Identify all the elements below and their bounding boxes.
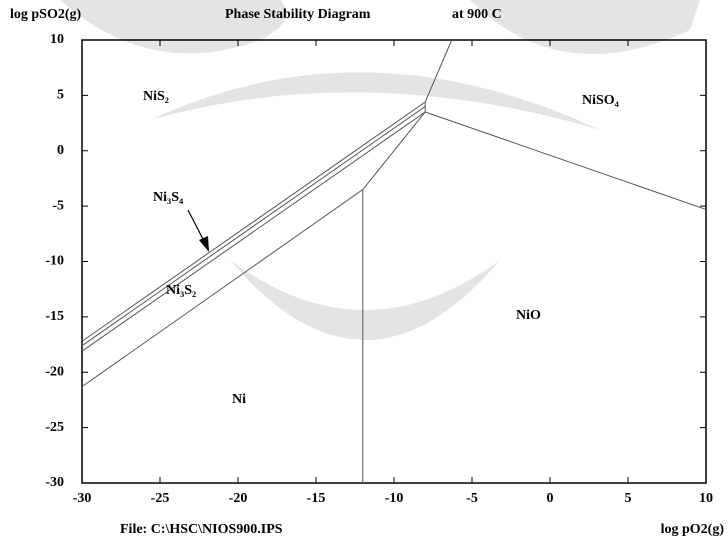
phase-boundary [425, 112, 706, 209]
x-tick-label: -20 [229, 491, 248, 506]
phase-boundary [82, 102, 425, 341]
region-label: NiSO₄ [582, 93, 620, 108]
y-tick-label: -20 [45, 364, 64, 379]
x-tick-label: -15 [307, 491, 326, 506]
x-tick-label: -25 [151, 491, 170, 506]
y-tick-label: -15 [45, 309, 64, 324]
phase-boundary [82, 106, 425, 345]
x-tick-label: 10 [699, 491, 713, 506]
y-tick-label: -10 [45, 254, 64, 269]
y-tick-label: -5 [52, 198, 64, 213]
region-label: Ni₃S₄ [153, 190, 184, 205]
x-tick-label: 0 [547, 491, 554, 506]
region-label: Ni₃S₂ [166, 283, 196, 298]
x-axis-label: log pO2(g) [661, 522, 725, 537]
x-tick-label: 5 [625, 491, 632, 506]
chart-title: Phase Stability Diagram [225, 7, 371, 22]
region-label: NiO [516, 308, 541, 323]
chart-subtitle: at 900 C [452, 7, 502, 22]
y-tick-label: 5 [57, 88, 64, 103]
x-tick-label: -10 [385, 491, 404, 506]
phase-boundary [82, 112, 425, 387]
y-axis-label: log pSO2(g) [10, 7, 82, 22]
chart: log pSO2(g) Phase Stability Diagram at 9… [0, 0, 728, 541]
region-label: NiS₂ [143, 89, 169, 104]
x-tick-label: -30 [73, 491, 92, 506]
y-tick-label: -30 [45, 475, 64, 490]
y-tick-label: 0 [57, 143, 64, 158]
arrow-shaft [188, 210, 205, 243]
watermark [60, 0, 700, 340]
region-label: Ni [232, 392, 246, 407]
arrow-head [199, 236, 209, 252]
y-tick-label: -25 [45, 420, 64, 435]
x-tick-label: -5 [466, 491, 478, 506]
y-tick-label: 10 [50, 32, 64, 47]
file-label: File: C:\HSC\NIOS900.IPS [120, 522, 283, 537]
